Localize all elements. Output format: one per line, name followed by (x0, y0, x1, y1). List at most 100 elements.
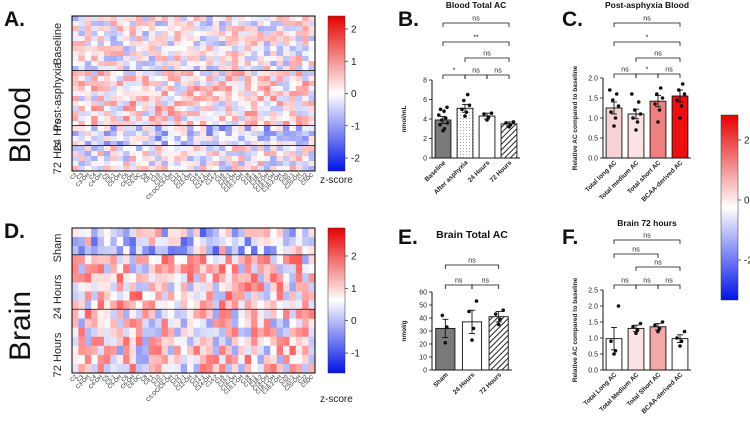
heatmap-cell (295, 41, 303, 47)
heatmap-cell (251, 126, 258, 132)
heatmap-cell (238, 151, 245, 157)
heatmap-cell (257, 81, 265, 87)
significance-label: ns (665, 278, 673, 285)
significance-label: ns (482, 278, 490, 285)
heatmap-cell (308, 363, 316, 374)
heatmap-cell (231, 56, 239, 62)
heatmap-cell (91, 166, 98, 172)
heatmap-cell (84, 318, 92, 328)
heatmap-cell (135, 16, 143, 22)
heatmap-cell (289, 86, 297, 92)
heatmap-cell (206, 131, 213, 137)
heatmap-cell (206, 273, 213, 283)
data-point (609, 339, 613, 344)
heatmap-x-tick-label: C22 (297, 374, 308, 385)
heatmap-cell (257, 41, 265, 47)
heatmap-cell (72, 336, 79, 347)
heatmap-cell (135, 56, 143, 62)
heatmap-cell (72, 86, 79, 92)
heatmap-cell (110, 46, 118, 52)
heatmap-cell (174, 300, 182, 310)
heatmap-cell (148, 255, 156, 265)
heatmap-cell (270, 21, 277, 27)
heatmap-cell (302, 86, 309, 92)
heatmap-cell (295, 46, 303, 52)
heatmap-cell (219, 61, 226, 67)
heatmap-cell (302, 121, 309, 127)
heatmap-cell (161, 327, 169, 338)
heatmap-cell (289, 71, 297, 77)
heatmap-cell (123, 101, 130, 107)
heatmap-cell (135, 96, 143, 102)
heatmap-cell (72, 318, 79, 328)
heatmap-cell (257, 71, 265, 77)
heatmap-cell (199, 56, 207, 62)
heatmap-cell (187, 300, 194, 310)
heatmap-cell (78, 237, 86, 247)
heatmap-cell (219, 36, 226, 42)
heatmap-cell (206, 81, 213, 87)
heatmap-cell (110, 318, 118, 328)
heatmap-cell (308, 26, 316, 32)
heatmap-cell (295, 96, 303, 102)
heatmap-cell (295, 228, 303, 238)
heatmap-cell (244, 51, 252, 57)
heatmap-cell (142, 264, 150, 274)
heatmap-cell (148, 146, 156, 152)
heatmap-cell (174, 309, 182, 319)
heatmap-cell (295, 255, 303, 265)
heatmap-cell (135, 166, 143, 172)
heatmap-cell (123, 81, 130, 87)
heatmap-cell (257, 91, 265, 97)
heatmap-cell (225, 131, 233, 137)
x-tick-label: 24 Hours (467, 159, 492, 184)
heatmap-cell (116, 51, 124, 57)
heatmap-cell (155, 166, 162, 172)
heatmap-cell (161, 255, 169, 265)
heatmap-cell (167, 161, 175, 167)
heatmap-cell (244, 21, 252, 27)
heatmap-cell (167, 46, 175, 52)
heatmap-cell (103, 96, 111, 102)
heatmap-cell (116, 81, 124, 87)
heatmap-cell (193, 46, 201, 52)
y-tick-label: 2.0 (588, 304, 598, 311)
heatmap-cell (225, 56, 233, 62)
heatmap-cell (199, 96, 207, 102)
heatmap-cell (187, 136, 194, 142)
heatmap-cell (302, 126, 309, 132)
heatmap-cell (257, 66, 265, 72)
heatmap-cell (283, 111, 290, 117)
data-point (440, 118, 444, 122)
heatmap-cell (161, 121, 169, 127)
data-point (498, 317, 503, 322)
heatmap-cell (295, 126, 303, 132)
heatmap-cell (129, 151, 137, 157)
data-point (613, 116, 618, 120)
heatmap-cell (244, 166, 252, 172)
group-label-post-asphyxia: Post-asphyxia (52, 62, 64, 132)
heatmap-cell (78, 363, 86, 374)
heatmap-cell (231, 31, 239, 37)
heatmap-cell (129, 46, 137, 52)
heatmap-cell (72, 71, 79, 77)
heatmap-cell (244, 141, 252, 147)
heatmap-cell (142, 46, 150, 52)
heatmap-cell (270, 126, 277, 132)
heatmap-cell (91, 273, 98, 283)
heatmap-cell (199, 26, 207, 32)
heatmap-cell (270, 101, 277, 107)
heatmap-cell (289, 136, 297, 142)
significance-bracket (613, 73, 637, 78)
heatmap-cell (129, 126, 137, 132)
heatmap-cell (308, 61, 316, 67)
heatmap-cell (174, 151, 182, 157)
heatmap-cell (174, 131, 182, 137)
heatmap-cell (155, 131, 162, 137)
heatmap-cell (302, 161, 309, 167)
heatmap-cell (187, 46, 194, 52)
data-point (660, 96, 665, 100)
heatmap-cell (295, 16, 303, 22)
heatmap-cell (78, 21, 86, 27)
heatmap-cell (135, 51, 143, 57)
